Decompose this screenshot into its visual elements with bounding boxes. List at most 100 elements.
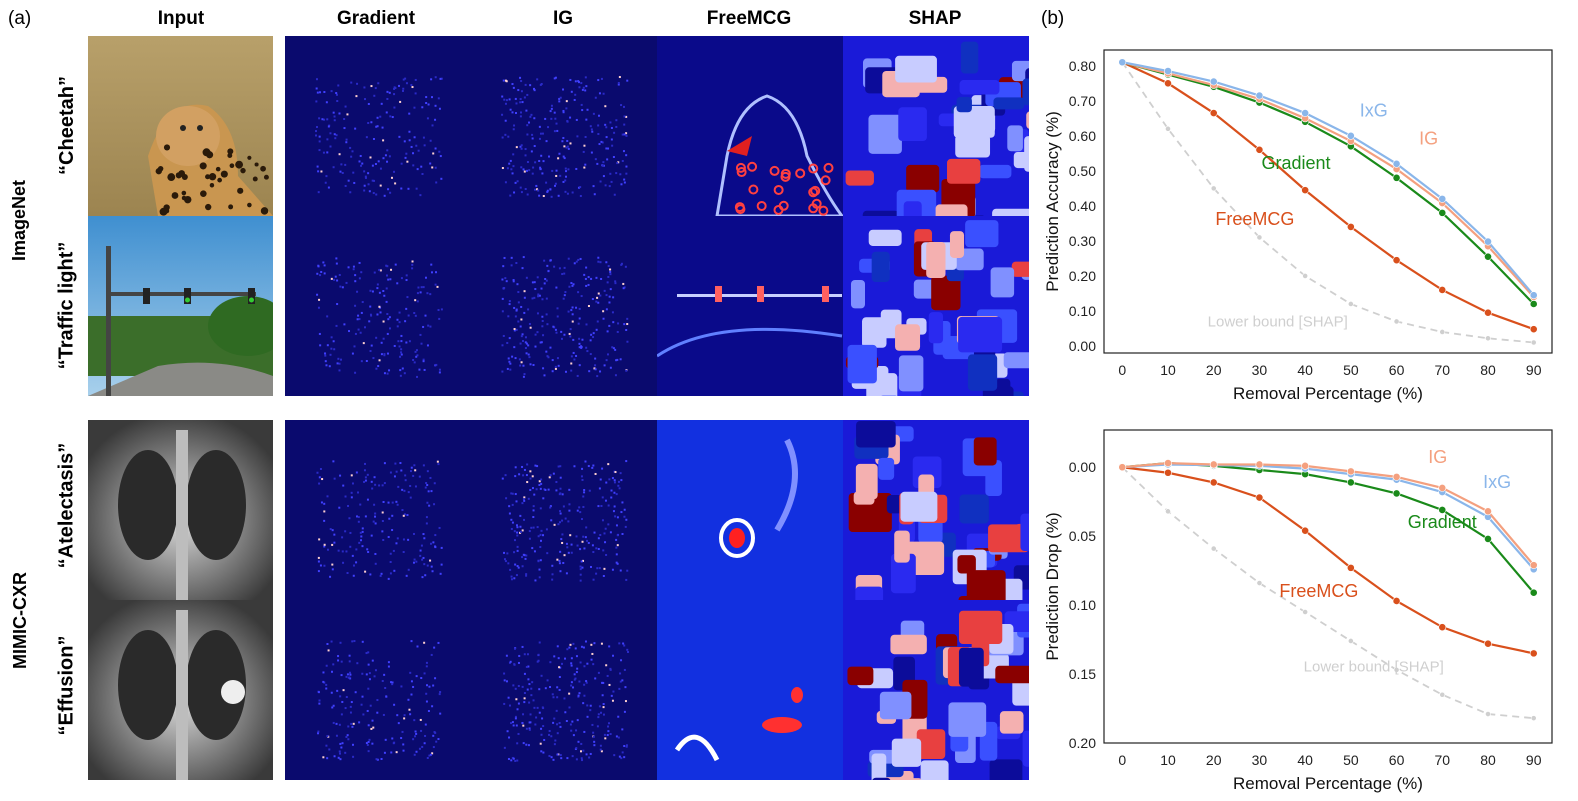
accuracy-ytick-label: 0.70	[1069, 93, 1096, 109]
traffic-light-freemcg-image	[657, 216, 843, 396]
drop-point-lower-bound-shap	[1439, 691, 1446, 698]
drop-xtick-label: 90	[1526, 752, 1542, 768]
drop-ytick-label: 0.20	[1069, 735, 1096, 751]
accuracy-ytick-label: 0.10	[1069, 303, 1096, 319]
row-label-effusion: “Effusion”	[55, 635, 78, 735]
drop-point-ig	[1346, 467, 1355, 476]
drop-ytick-label: 0.15	[1069, 666, 1096, 682]
accuracy-annotation-freemcg: FreeMCG	[1215, 209, 1294, 229]
accuracy-annotation-ig: IG	[1419, 129, 1438, 149]
accuracy-point-freemcg	[1164, 79, 1172, 88]
accuracy-chart: 0.00 0.10 0.20 0.30 0.40 0.50 0.60 0.70 0.80 0 10 2…	[1043, 49, 1553, 403]
drop-ytick-label: 0.10	[1069, 597, 1096, 613]
row-label-cheetah: “Cheetah”	[55, 75, 78, 175]
drop-xtick-label: 20	[1206, 752, 1222, 768]
drop-point-freemcg	[1301, 526, 1310, 535]
drop-plot-frame	[1103, 429, 1553, 744]
drop-point-gradient	[1484, 535, 1492, 543]
accuracy-annotation-ixg: IxG	[1360, 101, 1388, 121]
accuracy-point-ixg	[1529, 291, 1538, 300]
accuracy-point-ixg	[1346, 131, 1355, 140]
drop-point-freemcg	[1255, 493, 1264, 502]
drop-point-lower-bound-shap	[1393, 667, 1400, 673]
accuracy-series-line-lower-bound-shap	[1121, 61, 1534, 344]
accuracy-point-ixg	[1118, 58, 1127, 67]
drop-ytick-label: 0.00	[1069, 459, 1096, 475]
row-label-atelectasis: “Atelectasis”	[55, 442, 78, 568]
cheetah-input-image	[88, 36, 273, 216]
accuracy-point-gradient	[1484, 252, 1492, 261]
accuracy-xtick-label: 20	[1206, 362, 1222, 378]
effusion-shap-image	[843, 600, 1029, 780]
drop-point-lower-bound-shap	[1165, 508, 1171, 515]
accuracy-point-ixg	[1301, 109, 1310, 117]
column-title-freemcg: FreeMCG	[706, 8, 792, 29]
row-label-traffic-light: “Traffic light”	[55, 241, 78, 369]
accuracy-point-lower-bound-shap	[1210, 185, 1217, 192]
column-title-shap: SHAP	[908, 8, 962, 29]
drop-point-ig	[1301, 461, 1310, 470]
effusion-ig-image	[471, 600, 657, 780]
accuracy-point-lower-bound-shap	[1439, 329, 1446, 335]
accuracy-annotation-gradient: Gradient	[1261, 153, 1330, 173]
drop-xtick-label: 40	[1297, 752, 1313, 768]
accuracy-point-lower-bound-shap	[1530, 339, 1537, 346]
effusion-input-image	[88, 600, 273, 780]
accuracy-xtick-label: 0	[1118, 362, 1126, 378]
drop-xtick-label: 50	[1343, 752, 1359, 768]
prediction-drop-chart: 0.00 0.05 0.10 0.15 0.20 0 10 20 30 40 50 60 70 80 90 R…	[1043, 429, 1553, 793]
drop-point-freemcg	[1164, 468, 1172, 477]
accuracy-point-lower-bound-shap	[1347, 301, 1354, 307]
drop-annotation-ig: IG	[1428, 447, 1447, 467]
traffic-light-gradient-image	[285, 216, 471, 396]
drop-point-freemcg	[1209, 478, 1218, 487]
accuracy-annotation-lower-bound-shap: Lower bound [SHAP]	[1208, 314, 1348, 331]
drop-annotation-lower-bound-shap: Lower bound [SHAP]	[1304, 658, 1444, 675]
drop-series-line-ig	[1122, 461, 1535, 566]
panel-a-label: (a)	[8, 8, 32, 29]
accuracy-point-gradient	[1392, 173, 1401, 182]
accuracy-ytick-label: 0.40	[1069, 198, 1096, 214]
accuracy-point-freemcg	[1255, 145, 1264, 154]
traffic-light-shap-image	[843, 216, 1029, 396]
cheetah-ig-image	[471, 36, 657, 216]
drop-point-ig	[1392, 472, 1401, 481]
atelectasis-input-image	[88, 420, 273, 600]
accuracy-point-freemcg	[1529, 325, 1538, 334]
drop-point-ig	[1529, 561, 1538, 570]
accuracy-point-ixg	[1164, 67, 1172, 75]
drop-xtick-label: 30	[1252, 752, 1268, 768]
accuracy-point-ixg	[1255, 91, 1264, 100]
drop-point-lower-bound-shap	[1347, 638, 1354, 644]
accuracy-point-freemcg	[1392, 256, 1401, 265]
accuracy-ytick-label: 0.50	[1069, 163, 1096, 179]
accuracy-point-lower-bound-shap	[1485, 335, 1491, 342]
accuracy-series-line-ig	[1122, 61, 1535, 298]
accuracy-point-lower-bound-shap	[1393, 318, 1400, 325]
column-title-input: Input	[157, 8, 205, 29]
drop-point-lower-bound-shap	[1210, 545, 1217, 552]
accuracy-point-freemcg	[1301, 186, 1310, 195]
accuracy-ytick-label: 0.30	[1069, 233, 1096, 249]
drop-x-axis-label: Removal Percentage (%)	[1233, 774, 1423, 793]
accuracy-series-line-freemcg	[1121, 61, 1535, 331]
accuracy-series-line-ixg	[1122, 61, 1535, 296]
cheetah-gradient-image	[285, 36, 471, 216]
traffic-light-input-image	[88, 216, 273, 396]
drop-point-ig	[1209, 460, 1218, 469]
accuracy-point-lower-bound-shap	[1256, 234, 1263, 241]
drop-xtick-label: 10	[1160, 752, 1176, 768]
accuracy-point-freemcg	[1438, 286, 1447, 294]
accuracy-xtick-label: 70	[1434, 362, 1450, 378]
drop-point-freemcg	[1346, 563, 1355, 572]
accuracy-point-ixg	[1209, 77, 1218, 86]
accuracy-xtick-label: 60	[1389, 362, 1405, 378]
cheetah-shap-image	[843, 36, 1029, 216]
drop-point-freemcg	[1529, 649, 1538, 658]
accuracy-ytick-label: 0.60	[1069, 128, 1096, 144]
drop-point-freemcg	[1438, 623, 1447, 632]
accuracy-point-gradient	[1529, 300, 1538, 308]
drop-xtick-label: 70	[1434, 752, 1450, 768]
drop-annotation-gradient: Gradient	[1408, 512, 1477, 532]
drop-point-gradient	[1346, 478, 1355, 487]
